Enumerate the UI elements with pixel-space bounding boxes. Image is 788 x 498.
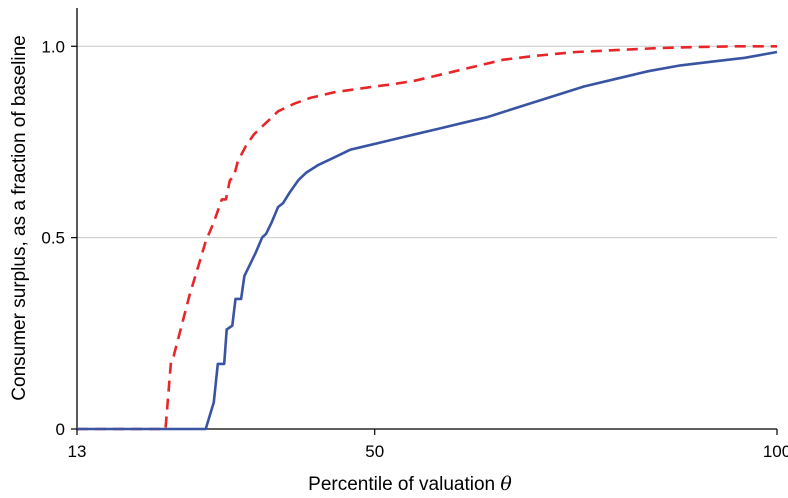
x-tick-label-1: 50 [365, 442, 384, 461]
axes [76, 8, 777, 430]
series-layer [77, 45, 778, 431]
x-tick-label-0: 13 [68, 442, 87, 461]
y-tick-label-1: 0.5 [41, 229, 65, 248]
y-tick-label-2: 1.0 [41, 37, 65, 56]
x-tick-label-2: 100 [763, 442, 788, 461]
x-axis-label: Percentile of valuation θ [308, 473, 512, 495]
y-tick-label-0: 0 [56, 420, 65, 439]
tick-labels: 0 0.5 1.0 13 50 100 [41, 37, 788, 461]
gridlines [77, 45, 777, 239]
series-line-dashed [77, 45, 777, 431]
y-axis-label: Consumer surplus, as a fraction of basel… [9, 35, 30, 400]
series-line-solid [77, 50, 778, 431]
